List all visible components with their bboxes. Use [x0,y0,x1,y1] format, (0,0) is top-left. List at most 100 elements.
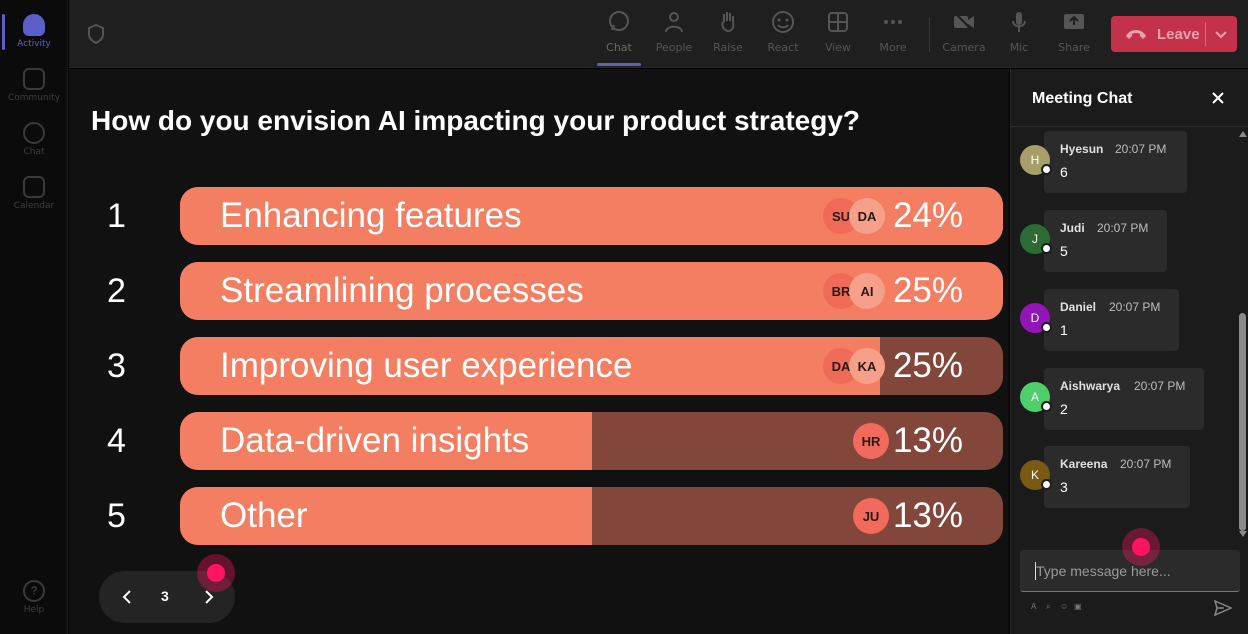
status-indicator [1041,479,1052,490]
chat-button[interactable]: Chat [594,10,644,66]
chat-message: Hyesun 20:07 PM 6 [1044,131,1187,193]
bell-icon [23,14,45,36]
shield-icon[interactable] [87,24,105,44]
chat-message: Daniel 20:07 PM 1 [1044,289,1179,351]
people-button[interactable]: People [649,10,699,64]
message-time: 20:07 PM [1134,379,1186,393]
rail-item-community[interactable]: Community [0,60,68,112]
chevron-right-icon[interactable] [199,587,219,607]
poll-option[interactable]: 4 Data-driven insights HR 13% [69,412,1009,470]
option-bar: Data-driven insights HR 13% [180,412,1003,470]
poll-stage: How do you envision AI impacting your pr… [69,69,1009,634]
chat-message: Kareena 20:07 PM 3 [1044,446,1190,508]
option-number: 4 [107,422,126,460]
send-icon[interactable] [1214,600,1232,616]
voter-avatar: AI [849,273,885,309]
poll-option[interactable]: 5 Other JU 13% [69,487,1009,545]
mic-button-label: Mic [1009,41,1029,54]
poll-option[interactable]: 1 Enhancing features SU DA 24% [69,187,1009,245]
chat-message: Aishwarya 20:07 PM 2 [1044,368,1204,430]
chat-header: Meeting Chat [1011,69,1248,127]
message-time: 20:07 PM [1097,221,1149,235]
message-text: 3 [1060,479,1068,495]
rail-item-chat[interactable]: Chat [0,114,68,166]
avatar: D [1020,303,1052,333]
app-rail: Activity Community Chat Calendar ? Help [0,0,68,634]
leave-button[interactable]: Leave [1111,16,1237,52]
view-button[interactable]: View [813,10,863,64]
chevron-down-icon[interactable] [1213,26,1229,42]
share-button-label: Share [1058,41,1090,54]
click-marker [1122,528,1160,566]
message-sender: Hyesun [1060,142,1104,156]
message-text: 2 [1060,401,1068,417]
leave-divider [1205,22,1206,46]
message-sender: Daniel [1060,300,1097,314]
status-indicator [1041,322,1052,333]
option-percent: 24% [892,196,963,235]
option-percent: 13% [892,496,963,535]
message-sender: Judi [1060,221,1085,235]
option-number: 2 [107,272,126,310]
chat-bubble-icon [23,122,45,144]
rail-item-calendar[interactable]: Calendar [0,168,68,220]
option-bar: Improving user experience DA KA 25% [180,337,1003,395]
option-number: 1 [107,197,126,235]
camera-button-label: Camera [942,41,986,54]
raise-hand-button[interactable]: Raise [703,10,753,64]
leave-button-label: Leave [1157,25,1200,43]
message-time: 20:07 PM [1120,457,1172,471]
emoji-icon[interactable]: ☺ [1060,602,1069,611]
more-dots-icon [884,20,902,24]
option-label: Improving user experience [220,346,633,385]
gif-icon[interactable]: ▣ [1074,602,1082,611]
chat-message-input[interactable] [1020,550,1240,592]
option-percent: 25% [892,271,963,310]
format-icon[interactable]: A [1031,602,1037,611]
smiley-icon [772,11,794,33]
chevron-left-icon[interactable] [117,587,137,607]
mic-button[interactable]: Mic [994,10,1044,64]
avatar-initial: K [1030,468,1039,482]
scroll-up-arrow-icon[interactable] [1239,131,1247,137]
text-cursor [1035,562,1036,580]
poll-option[interactable]: 2 Streamlining processes BR AI 25% [69,262,1009,320]
camera-button[interactable]: Camera [939,10,989,64]
chat-scrollbar[interactable] [1237,128,1248,542]
voter-avatar: HR [853,423,889,459]
message-text: 6 [1060,164,1068,180]
rail-item-label: Help [23,605,45,615]
scrollbar-thumb[interactable] [1239,313,1246,531]
voter-avatar: JU [853,498,889,534]
poll-option[interactable]: 3 Improving user experience DA KA 25% [69,337,1009,395]
more-button[interactable]: More [868,10,918,64]
chat-title: Meeting Chat [1032,90,1133,107]
chat-message: Judi 20:07 PM 5 [1044,210,1167,272]
voter-avatar: DA [849,198,885,234]
option-bar-fill [180,487,592,545]
message-time: 20:07 PM [1109,300,1161,314]
option-label: Enhancing features [220,196,522,235]
close-icon[interactable] [1211,91,1225,105]
rail-item-help[interactable]: ? Help [0,572,68,624]
rail-item-label: Activity [17,39,51,49]
avatar-initial: A [1030,390,1039,404]
avatar: J [1020,224,1052,254]
click-marker [197,554,235,592]
react-button[interactable]: React [758,10,808,64]
rail-item-label: Calendar [13,201,55,211]
toolbar-divider [929,18,930,52]
attach-icon[interactable]: ⌕ [1046,602,1051,611]
more-button-label: More [879,41,907,54]
avatar: A [1020,382,1052,412]
rail-item-activity[interactable]: Activity [0,6,68,58]
option-number: 5 [107,497,126,535]
microphone-icon [1012,12,1026,32]
chat-compose-box [1020,550,1240,592]
message-time: 20:07 PM [1115,142,1167,156]
grid-view-icon [828,12,848,32]
option-percent: 13% [892,421,963,460]
status-indicator [1041,164,1052,175]
share-button[interactable]: Share [1049,10,1099,64]
scroll-down-arrow-icon[interactable] [1239,531,1247,537]
